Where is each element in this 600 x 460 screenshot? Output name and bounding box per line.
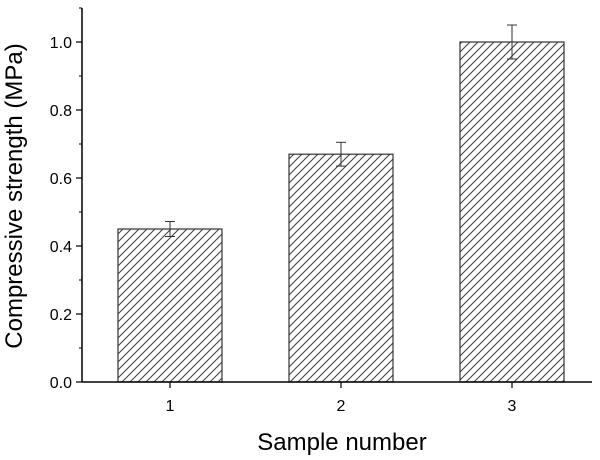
x-ticks: 1 2 3 [166,382,517,415]
y-axis-title: Compressive strength (MPa) [1,43,28,348]
y-tick-label: 0.2 [50,307,72,324]
bars-layer [117,41,565,383]
y-tick-label: 0.8 [50,103,72,120]
y-ticks: 0.0 0.2 0.4 0.6 0.8 1.0 [50,7,82,392]
error-bars-layer [165,24,517,237]
y-tick-label: 1.0 [50,35,72,52]
y-tick-label: 0.4 [50,239,72,256]
x-tick-label: 2 [337,398,346,415]
y-tick-label: 0.6 [50,171,72,188]
bar-sample-3 [459,41,565,383]
y-tick-label: 0.0 [50,375,72,392]
axes [81,8,592,383]
x-axis-title: Sample number [257,429,426,456]
bar-sample-2 [288,153,394,383]
x-tick-label: 3 [508,398,517,415]
bar-sample-1 [117,228,223,383]
x-tick-label: 1 [166,398,175,415]
